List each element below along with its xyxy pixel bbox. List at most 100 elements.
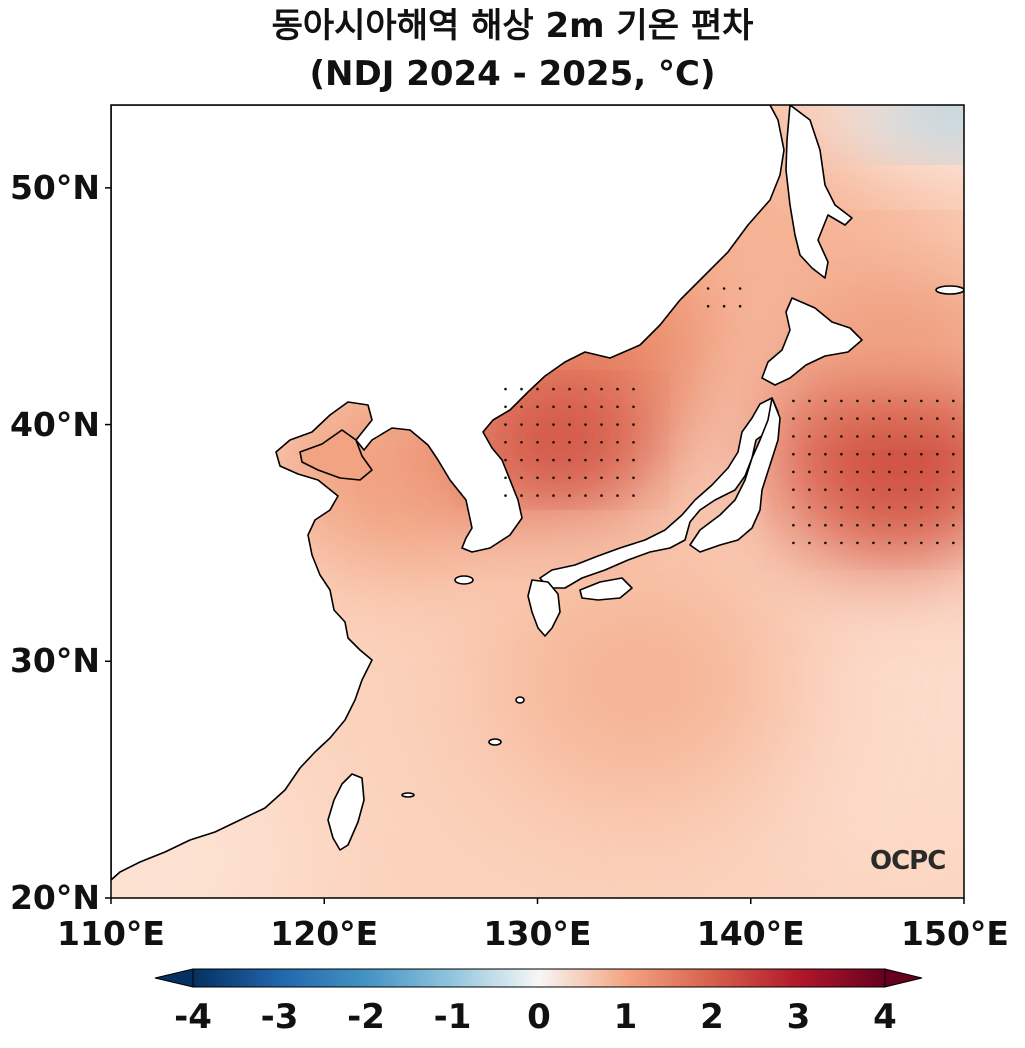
significance-dot xyxy=(600,494,603,497)
colorbar-min-arrow xyxy=(154,968,194,988)
significance-dot xyxy=(738,304,742,308)
significance-dot xyxy=(520,458,523,462)
significance-dot xyxy=(520,405,523,409)
significance-dot xyxy=(504,423,507,426)
significance-dot xyxy=(792,452,795,456)
significance-dot xyxy=(808,417,811,420)
significance-dot xyxy=(792,523,795,527)
significance-dot xyxy=(840,417,843,420)
significance-dot xyxy=(568,441,571,444)
significance-dot xyxy=(552,458,555,462)
significance-dot xyxy=(808,435,811,438)
ryukyu-island xyxy=(515,696,525,704)
okinawa-island xyxy=(488,738,502,746)
significance-dot xyxy=(872,435,875,438)
significance-dot xyxy=(792,506,795,509)
significance-dot xyxy=(792,417,795,420)
significance-dot xyxy=(936,488,939,492)
significance-dot xyxy=(920,399,923,403)
significance-dot xyxy=(920,541,923,545)
significance-dot xyxy=(840,506,843,509)
significance-dot xyxy=(632,494,635,497)
significance-dot xyxy=(952,452,955,456)
significance-dot xyxy=(568,405,571,409)
significance-dot xyxy=(888,435,891,438)
significance-dot xyxy=(920,417,923,420)
significance-dot xyxy=(920,523,923,527)
significance-dot xyxy=(536,387,539,391)
significance-dot xyxy=(808,470,811,474)
asian-mainland xyxy=(111,105,785,881)
significance-dot xyxy=(872,399,875,403)
significance-dot xyxy=(888,417,891,420)
lon-tick-label: 140°E xyxy=(696,914,805,953)
honshu xyxy=(539,397,779,589)
significance-dot xyxy=(568,494,571,497)
significance-dot xyxy=(722,304,726,308)
significance-dot xyxy=(584,441,587,444)
lon-tick-label: 150°E xyxy=(901,914,1009,953)
significance-dot xyxy=(920,435,923,438)
significance-dot xyxy=(808,488,811,492)
chart-subtitle: (NDJ 2024 - 2025, °C) xyxy=(309,54,716,94)
significance-dot xyxy=(872,470,875,474)
significance-dot xyxy=(872,417,875,420)
colorbar-max-arrow xyxy=(884,968,923,988)
colorbar-tick-label: -1 xyxy=(433,997,472,1037)
significance-dot xyxy=(824,523,827,527)
significance-dot xyxy=(824,399,827,403)
colorbar-tick-label: 3 xyxy=(786,997,811,1037)
significance-dot xyxy=(584,423,587,426)
significance-dot xyxy=(952,435,955,438)
significance-dot xyxy=(504,458,507,462)
ocpc-logo: OCPC xyxy=(870,846,946,876)
significance-dot xyxy=(568,387,571,391)
significance-dot xyxy=(536,423,539,426)
significance-dot xyxy=(616,476,619,480)
colorbar-tick-label: -3 xyxy=(260,997,299,1037)
significance-dot xyxy=(536,405,539,409)
lon-tick-label: 130°E xyxy=(483,914,592,953)
significance-dot xyxy=(888,399,891,403)
significance-dot xyxy=(632,387,635,391)
significance-dot xyxy=(888,506,891,509)
significance-dot xyxy=(920,452,923,456)
significance-dot xyxy=(616,441,619,444)
significance-dot xyxy=(616,458,619,462)
significance-dot xyxy=(952,488,955,492)
significance-dot xyxy=(856,399,859,403)
small-island xyxy=(401,792,415,798)
lat-tick-label: 40°N xyxy=(9,404,100,444)
significance-dot xyxy=(888,523,891,527)
significance-dot xyxy=(568,423,571,426)
significance-dot xyxy=(840,488,843,492)
lat-tick-label: 30°N xyxy=(9,641,100,681)
significance-dot xyxy=(520,476,523,480)
significance-dot xyxy=(888,541,891,545)
significance-dot xyxy=(616,387,619,391)
significance-dot xyxy=(904,488,907,492)
colorbar-gradient xyxy=(192,968,886,988)
significance-dot xyxy=(856,541,859,545)
significance-dot xyxy=(632,405,635,409)
colorbar-tick-label: 0 xyxy=(527,997,551,1037)
significance-dot xyxy=(520,441,523,444)
significance-dot xyxy=(840,523,843,527)
significance-dot xyxy=(536,494,539,497)
significance-dot xyxy=(600,387,603,391)
significance-dot xyxy=(952,523,955,527)
significance-dot xyxy=(808,452,811,456)
significance-dot xyxy=(856,523,859,527)
kuril-island xyxy=(935,285,964,295)
shikoku xyxy=(579,577,633,601)
significance-dot xyxy=(536,476,539,480)
colorbar-tick-label: -2 xyxy=(347,997,385,1037)
significance-dot xyxy=(936,417,939,420)
lon-tick-label: 120°E xyxy=(270,914,379,953)
significance-dot xyxy=(792,488,795,492)
taiwan xyxy=(327,773,365,851)
significance-dot xyxy=(584,458,587,462)
significance-dot xyxy=(856,488,859,492)
significance-dot xyxy=(808,523,811,527)
significance-dot xyxy=(568,476,571,480)
